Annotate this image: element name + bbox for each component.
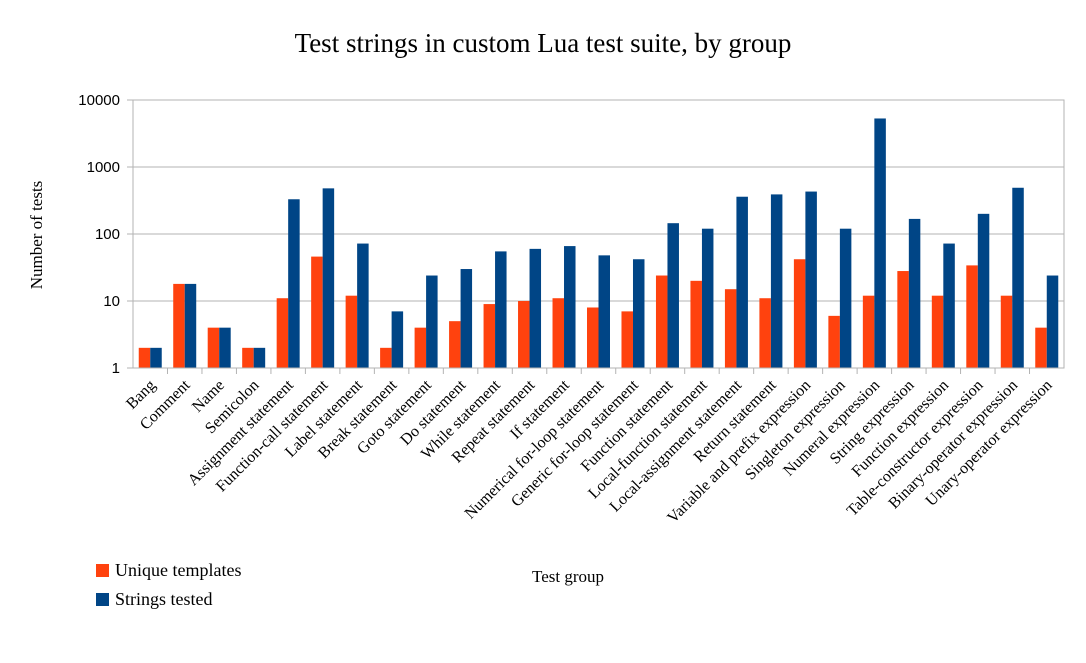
y-tick-label: 1: [112, 360, 120, 377]
bar-unique-templates: [483, 304, 496, 368]
x-axis-label: Test group: [532, 567, 604, 586]
bar-strings-tested: [1012, 187, 1024, 368]
bar-unique-templates: [518, 301, 530, 368]
legend-swatch-strings-tested: [96, 593, 109, 606]
bar-strings-tested: [908, 218, 921, 368]
bar-strings-tested: [943, 243, 955, 368]
bar-unique-templates: [1000, 295, 1013, 368]
y-tick-label: 10000: [78, 92, 120, 109]
bar-strings-tested: [391, 311, 404, 368]
bar-strings-tested: [667, 223, 679, 368]
bar-strings-tested: [839, 228, 852, 368]
legend-item-unique-templates: Unique templates: [96, 560, 241, 581]
plot-frame: [132, 99, 1065, 369]
bar-unique-templates: [242, 347, 254, 368]
bar-unique-templates: [552, 298, 565, 368]
y-tick-labels: 1 10 100 1000 10000: [78, 92, 120, 377]
legend-item-strings-tested: Strings tested: [96, 589, 213, 610]
y-tick-label: 1000: [87, 159, 120, 176]
bar-unique-templates: [380, 347, 392, 368]
bar-unique-templates: [207, 327, 220, 368]
bar-strings-tested: [770, 194, 783, 368]
bar-strings-tested: [529, 248, 542, 368]
bar-strings-tested: [322, 188, 335, 368]
legend-label-unique-templates: Unique templates: [115, 560, 242, 580]
bar-strings-tested: [632, 259, 645, 368]
y-tick-label: 10: [103, 293, 120, 310]
legend-swatch-unique-templates: [96, 564, 109, 577]
bar-strings-tested: [1046, 275, 1059, 368]
y-tick-label: 100: [95, 226, 120, 243]
bar-strings-tested: [564, 246, 576, 368]
bar-unique-templates: [655, 275, 668, 368]
bar-unique-templates: [345, 295, 358, 368]
bar-unique-templates: [828, 315, 840, 368]
bar-strings-tested: [253, 347, 266, 368]
bar-unique-templates: [724, 289, 737, 368]
bar-strings-tested: [357, 243, 369, 368]
bar-strings-tested: [598, 255, 610, 368]
bar-strings-tested: [184, 283, 197, 368]
bar-unique-templates: [793, 259, 806, 368]
axes: [127, 99, 1065, 374]
chart-title: Test strings in custom Lua test suite, b…: [294, 28, 792, 58]
bar-unique-templates: [966, 265, 978, 368]
bar-strings-tested: [805, 191, 817, 368]
bar-strings-tested: [460, 269, 473, 368]
bar-strings-tested: [495, 251, 507, 368]
bar-unique-templates: [276, 298, 289, 368]
bar-unique-templates: [449, 321, 461, 368]
bar-unique-templates: [759, 298, 771, 368]
y-axis-label: Number of tests: [27, 180, 46, 290]
bar-unique-templates: [173, 283, 185, 368]
bar-unique-templates: [897, 271, 909, 368]
bar-strings-tested: [426, 275, 438, 368]
bar-strings-tested: [701, 228, 714, 368]
bar-unique-templates: [621, 311, 633, 368]
bar-unique-templates: [414, 327, 427, 368]
bar-unique-templates: [587, 307, 599, 368]
legend-label-strings-tested: Strings tested: [115, 589, 213, 609]
bar-strings-tested: [150, 347, 162, 368]
bar-strings-tested: [977, 213, 990, 368]
bar-unique-templates: [931, 295, 944, 368]
bar-unique-templates: [311, 256, 323, 368]
bar-unique-templates: [690, 280, 702, 368]
bars: [138, 118, 1059, 369]
bar-strings-tested: [288, 199, 300, 368]
bar-strings-tested: [219, 327, 231, 368]
bar-strings-tested: [736, 196, 748, 368]
bar-strings-tested: [874, 118, 886, 369]
bar-unique-templates: [1035, 327, 1047, 368]
bar-unique-templates: [138, 347, 151, 368]
bar-unique-templates: [862, 295, 875, 368]
